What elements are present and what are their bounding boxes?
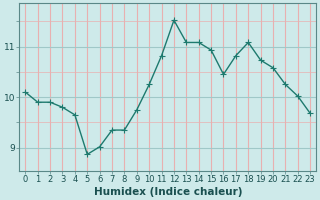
X-axis label: Humidex (Indice chaleur): Humidex (Indice chaleur) (93, 187, 242, 197)
